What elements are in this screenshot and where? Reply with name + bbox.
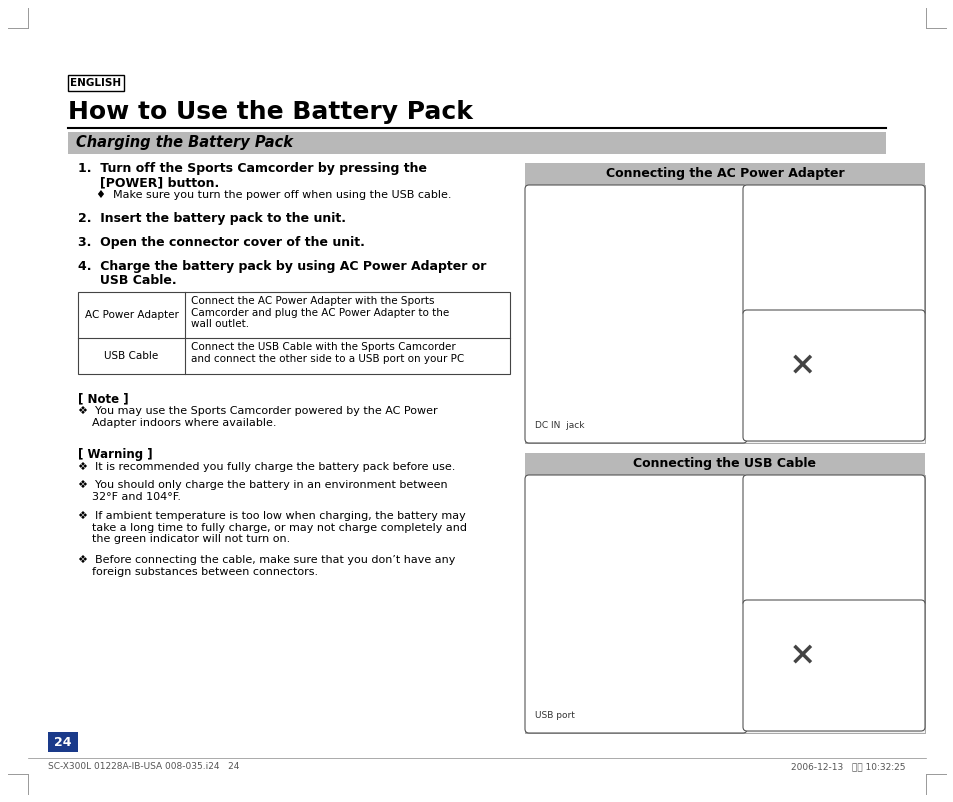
Text: [POWER] button.: [POWER] button. [78,176,219,189]
Text: Connect the AC Power Adapter with the Sports
Camcorder and plug the AC Power Ada: Connect the AC Power Adapter with the Sp… [191,296,449,329]
Text: [ Warning ]: [ Warning ] [78,448,152,461]
FancyBboxPatch shape [742,185,924,316]
FancyBboxPatch shape [524,475,746,733]
Text: ❖  It is recommended you fully charge the battery pack before use.: ❖ It is recommended you fully charge the… [78,462,455,472]
FancyBboxPatch shape [742,310,924,441]
Text: 1.  Turn off the Sports Camcorder by pressing the: 1. Turn off the Sports Camcorder by pres… [78,162,427,175]
FancyBboxPatch shape [742,475,924,606]
Bar [78,292,510,374]
Text: Connecting the AC Power Adapter: Connecting the AC Power Adapter [605,168,843,180]
Text: [ Note ]: [ Note ] [78,392,129,405]
Text: How to Use the Battery Pack: How to Use the Battery Pack [68,100,473,124]
Text: Charging the Battery Pack: Charging the Battery Pack [76,136,293,151]
Bar [524,475,924,733]
Text: USB Cable: USB Cable [104,351,158,361]
Text: 24: 24 [54,735,71,748]
Text: USB port: USB port [535,711,575,720]
Text: AC Power Adapter: AC Power Adapter [85,310,178,320]
Bar [48,732,78,752]
Text: ENGLISH: ENGLISH [71,78,121,88]
Bar [68,75,124,91]
Text: ❖  Before connecting the cable, make sure that you don’t have any
    foreign su: ❖ Before connecting the cable, make sure… [78,555,455,577]
Bar [524,453,924,475]
Bar [524,163,924,185]
Text: 3.  Open the connector cover of the unit.: 3. Open the connector cover of the unit. [78,236,364,249]
Text: 4.  Charge the battery pack by using AC Power Adapter or: 4. Charge the battery pack by using AC P… [78,260,486,273]
Text: Connect the USB Cable with the Sports Camcorder
and connect the other side to a : Connect the USB Cable with the Sports Ca… [191,342,464,363]
Bar [68,132,885,154]
Text: ❖  You may use the Sports Camcorder powered by the AC Power
    Adapter indoors : ❖ You may use the Sports Camcorder power… [78,406,437,427]
FancyBboxPatch shape [742,600,924,731]
Text: ❖  You should only charge the battery in an environment between
    32°F and 104: ❖ You should only charge the battery in … [78,480,447,501]
Text: DC IN  jack: DC IN jack [535,421,584,430]
Text: SC-X300L 01228A-IB-USA 008-035.i24   24: SC-X300L 01228A-IB-USA 008-035.i24 24 [48,762,239,771]
Text: ♦  Make sure you turn the power off when using the USB cable.: ♦ Make sure you turn the power off when … [96,190,451,200]
Text: USB Cable.: USB Cable. [78,274,176,287]
Text: 2.  Insert the battery pack to the unit.: 2. Insert the battery pack to the unit. [78,212,346,225]
Bar [524,185,924,443]
FancyBboxPatch shape [524,185,746,443]
Text: 2006-12-13   오전 10:32:25: 2006-12-13 오전 10:32:25 [791,762,905,771]
Text: ❖  If ambient temperature is too low when charging, the battery may
    take a l: ❖ If ambient temperature is too low when… [78,511,467,545]
Text: Connecting the USB Cable: Connecting the USB Cable [633,457,816,471]
